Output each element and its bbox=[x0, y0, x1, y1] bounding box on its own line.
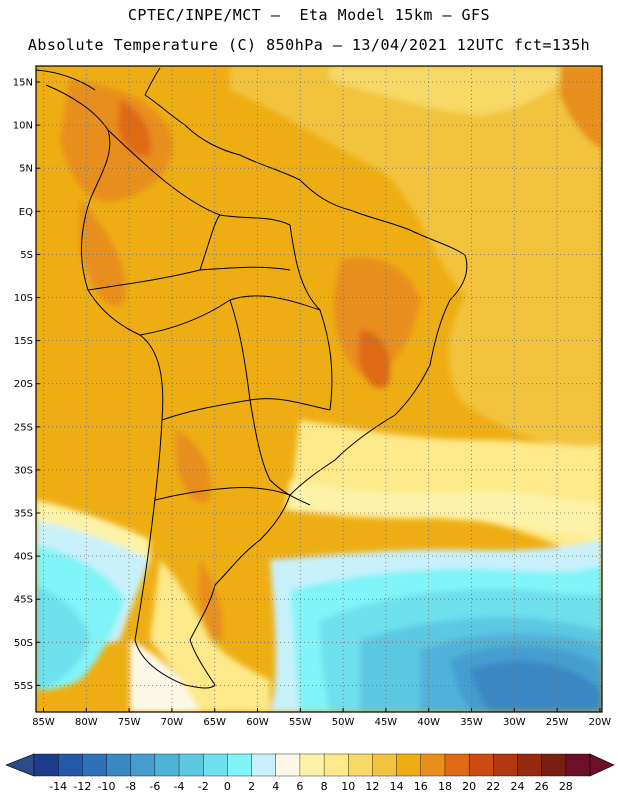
colorbar-label: -6 bbox=[149, 780, 160, 793]
colorbar-label: 26 bbox=[535, 780, 549, 793]
colorbar-label: 12 bbox=[365, 780, 379, 793]
lon-label: 45W bbox=[375, 717, 398, 728]
colorbar-swatch bbox=[227, 753, 253, 777]
colorbar-swatch bbox=[444, 753, 470, 777]
colorbar-swatch bbox=[154, 753, 180, 777]
colorbar-swatch bbox=[203, 753, 228, 777]
colorbar-label: -2 bbox=[198, 780, 209, 793]
lon-label: 20W bbox=[589, 717, 612, 728]
colorbar-swatch bbox=[348, 753, 373, 777]
colorbar-label: 28 bbox=[559, 780, 573, 793]
colorbar-swatch bbox=[106, 753, 132, 777]
colorbar-over-arrow bbox=[589, 753, 615, 777]
colorbar-swatch bbox=[517, 753, 543, 777]
colorbar-swatch bbox=[420, 753, 446, 777]
colorbar-swatch bbox=[299, 753, 325, 777]
lat-label: 5S bbox=[20, 250, 33, 261]
colorbar-label: 14 bbox=[390, 780, 404, 793]
lat-label: 55S bbox=[14, 681, 33, 692]
lon-label: 80W bbox=[75, 717, 98, 728]
colorbar-label: -10 bbox=[98, 780, 116, 793]
lat-label: 15N bbox=[13, 78, 33, 89]
colorbar-swatch bbox=[275, 753, 301, 777]
lat-label: 50S bbox=[14, 638, 33, 649]
colorbar-label: 6 bbox=[296, 780, 303, 793]
colorbar-label: 2 bbox=[248, 780, 255, 793]
lat-label: 45S bbox=[14, 595, 33, 606]
colorbar-label: 20 bbox=[462, 780, 476, 793]
lat-label: 35S bbox=[14, 509, 33, 520]
colorbar-swatch bbox=[33, 753, 59, 777]
colorbar-label: 24 bbox=[510, 780, 524, 793]
colorbar-swatch bbox=[493, 753, 518, 777]
colorbar-label: 8 bbox=[321, 780, 328, 793]
colorbar-swatch bbox=[130, 753, 156, 777]
colorbar-swatch bbox=[396, 753, 422, 777]
colorbar-swatch bbox=[541, 753, 567, 777]
lat-label: 25S bbox=[14, 422, 33, 433]
colorbar: -14 -12 -10 -8 -6 -4 -2 0 2 4 6 8 10 12 14 16 18 20 22 24 26… bbox=[5, 753, 615, 793]
chart-title: CPTEC/INPE/MCT – Eta Model 15km – GFS bbox=[127, 6, 491, 24]
lon-label: 50W bbox=[332, 717, 355, 728]
colorbar-swatch bbox=[372, 753, 398, 777]
colorbar-swatch bbox=[565, 753, 591, 777]
colorbar-label: 10 bbox=[341, 780, 355, 793]
colorbar-label: -8 bbox=[125, 780, 136, 793]
colorbar-swatch bbox=[82, 753, 108, 777]
temperature-field bbox=[36, 66, 602, 712]
lat-label: 40S bbox=[14, 552, 33, 563]
lon-label: 25W bbox=[546, 717, 569, 728]
colorbar-under-arrow bbox=[5, 753, 35, 777]
colorbar-label: -4 bbox=[174, 780, 185, 793]
chart-subtitle: Absolute Temperature (C) 850hPa – 13/04/… bbox=[27, 36, 591, 54]
colorbar-swatch bbox=[57, 753, 83, 777]
lat-label: EQ bbox=[19, 207, 33, 218]
colorbar-label: 4 bbox=[272, 780, 279, 793]
lon-label: 70W bbox=[161, 717, 184, 728]
colorbar-label: 18 bbox=[438, 780, 452, 793]
lat-label: 15S bbox=[14, 336, 33, 347]
lat-label: 30S bbox=[14, 465, 33, 476]
lon-label: 85W bbox=[32, 717, 55, 728]
map-frame bbox=[35, 65, 603, 713]
lon-label: 40W bbox=[417, 717, 440, 728]
lat-label: 10S bbox=[14, 293, 33, 304]
lon-label: 65W bbox=[203, 717, 226, 728]
longitude-axis: 85W 80W 75W 70W 65W 60W 55W 50W 45W 40W 35W 30W 25W 2… bbox=[32, 708, 611, 728]
colorbar-swatch bbox=[323, 753, 349, 777]
lon-label: 60W bbox=[246, 717, 269, 728]
lat-label: 10N bbox=[13, 121, 33, 132]
coastline bbox=[36, 67, 468, 689]
colorbar-label: 0 bbox=[224, 780, 231, 793]
lat-label: 20S bbox=[14, 379, 33, 390]
lon-label: 35W bbox=[460, 717, 483, 728]
lat-label: 5N bbox=[19, 164, 33, 175]
colorbar-label: -14 bbox=[49, 780, 67, 793]
colorbar-swatch bbox=[178, 753, 204, 777]
colorbar-swatch bbox=[468, 753, 494, 777]
colorbar-label: 16 bbox=[414, 780, 428, 793]
colorbar-label: 22 bbox=[486, 780, 500, 793]
lon-label: 55W bbox=[289, 717, 312, 728]
latitude-axis: 15N 10N 5N EQ 5S 10S 15S 20S 25S 30S 35S 40S 45S 50S 5… bbox=[13, 78, 40, 692]
colorbar-swatch bbox=[251, 753, 277, 777]
colorbar-label: -12 bbox=[73, 780, 91, 793]
lon-label: 30W bbox=[503, 717, 526, 728]
lon-label: 75W bbox=[118, 717, 141, 728]
